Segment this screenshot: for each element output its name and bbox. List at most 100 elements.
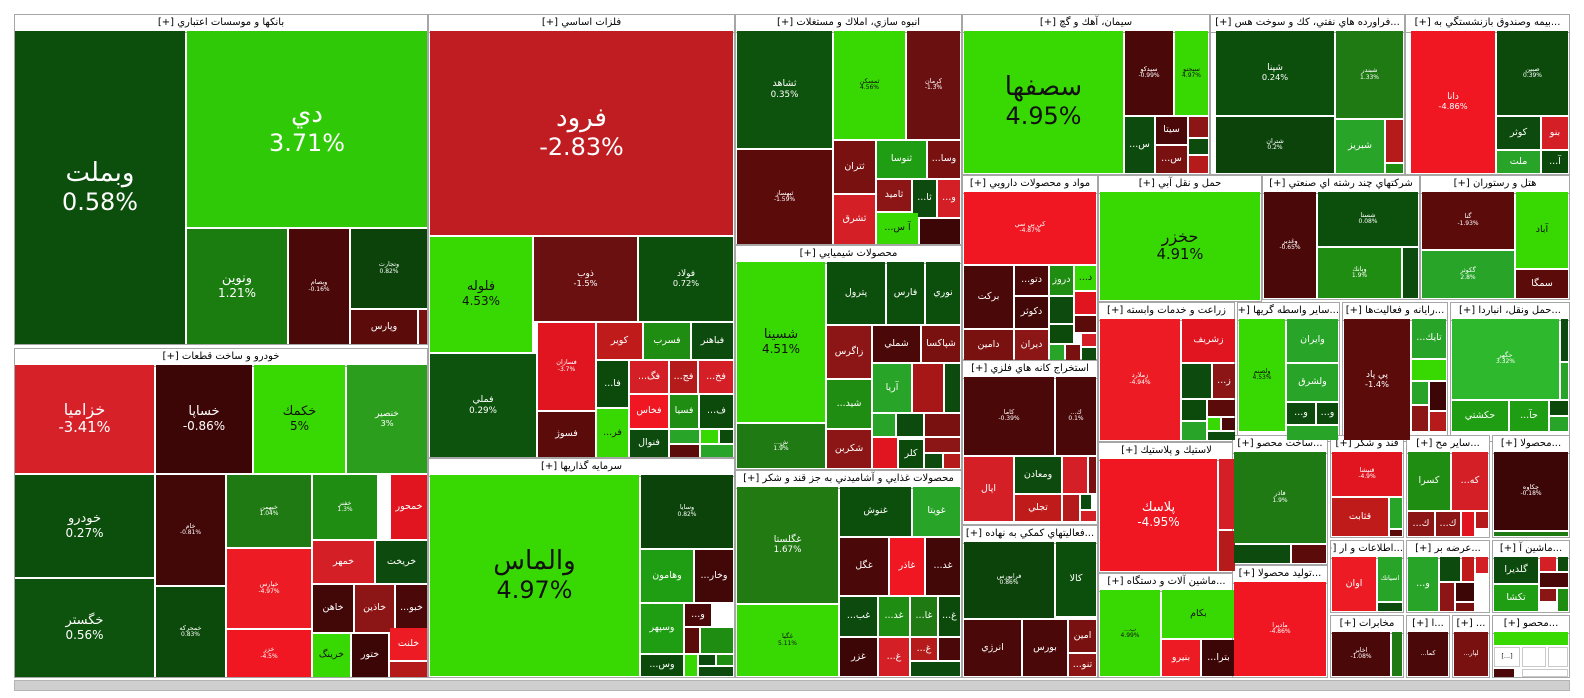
stock-tile[interactable]: [1208, 400, 1235, 416]
stock-tile[interactable]: آباد: [1516, 192, 1568, 268]
stock-tile[interactable]: فاذر 1.9%: [1234, 452, 1326, 543]
stock-tile[interactable]: [1548, 647, 1568, 667]
stock-tile[interactable]: س...: [1125, 117, 1154, 173]
stock-tile[interactable]: انرژي: [964, 620, 1021, 676]
stock-tile[interactable]: [1403, 248, 1418, 298]
stock-tile[interactable]: فخاس: [630, 395, 668, 428]
stock-tile[interactable]: ثبهساز -1.59%: [737, 150, 832, 244]
stock-tile[interactable]: خريخت: [376, 541, 427, 583]
stock-tile[interactable]: ختور: [352, 634, 388, 677]
stock-tile[interactable]: شملي: [873, 326, 920, 362]
stock-tile[interactable]: خكمك 5%: [254, 365, 345, 473]
stock-tile[interactable]: قنيشا -4.9%: [1332, 452, 1402, 496]
stock-tile[interactable]: غ...: [911, 638, 937, 660]
stock-tile[interactable]: فخ...: [699, 361, 733, 393]
stock-tile[interactable]: ب... 4.99%: [1100, 590, 1160, 676]
stock-tile[interactable]: [1440, 583, 1454, 611]
stock-tile[interactable]: و...: [685, 604, 711, 626]
stock-tile[interactable]: گكوثر 2.8%: [1422, 251, 1514, 298]
stock-tile[interactable]: وسايا 0.82%: [641, 475, 733, 548]
stock-tile[interactable]: وسپهر: [641, 604, 683, 653]
stock-tile[interactable]: [1386, 120, 1403, 162]
stock-tile[interactable]: [1208, 418, 1220, 430]
stock-tile[interactable]: حگهر 3.32%: [1452, 319, 1559, 399]
stock-tile[interactable]: كالا: [1056, 542, 1096, 616]
stock-tile[interactable]: [1561, 363, 1568, 399]
stock-tile[interactable]: كه...: [1452, 452, 1488, 510]
stock-tile[interactable]: حخزر 4.91%: [1100, 192, 1260, 300]
stock-tile[interactable]: فر...: [597, 409, 628, 457]
stock-tile[interactable]: ومعادن: [1015, 457, 1061, 493]
stock-tile[interactable]: وهامون: [641, 550, 693, 602]
stock-tile[interactable]: فرابورس 0.86%: [964, 542, 1054, 618]
stock-tile[interactable]: [1082, 348, 1096, 360]
stock-tile[interactable]: [1292, 545, 1326, 563]
stock-tile[interactable]: [945, 364, 960, 412]
stock-tile[interactable]: شكربن: [827, 430, 871, 468]
stock-tile[interactable]: شيد...: [827, 380, 871, 428]
stock-tile[interactable]: [913, 364, 943, 412]
stock-tile[interactable]: خزاميا -3.41%: [15, 365, 154, 473]
stock-tile[interactable]: ثمسكن 4.56%: [834, 31, 905, 139]
stock-tile[interactable]: فلوله 4.53%: [430, 237, 532, 352]
stock-tile[interactable]: غب...: [840, 597, 877, 636]
stock-tile[interactable]: وسا...: [928, 141, 960, 178]
stock-tile[interactable]: [1081, 511, 1096, 521]
stock-tile[interactable]: [1412, 406, 1428, 431]
stock-tile[interactable]: ولصنم 4.53%: [1239, 319, 1285, 431]
stock-tile[interactable]: دي 3.71%: [187, 31, 427, 227]
stock-tile[interactable]: [1390, 498, 1402, 528]
stock-tile[interactable]: اسياتك: [1378, 557, 1402, 601]
stock-tile[interactable]: [1494, 669, 1514, 677]
stock-tile[interactable]: ثشرق: [834, 195, 875, 244]
stock-tile[interactable]: و...: [938, 180, 960, 217]
stock-tile[interactable]: [1430, 412, 1446, 431]
stock-tile[interactable]: [1522, 669, 1568, 677]
stock-tile[interactable]: [873, 414, 895, 436]
stock-tile[interactable]: فسازان -3.7%: [538, 323, 595, 410]
stock-tile[interactable]: [925, 438, 960, 452]
stock-tile[interactable]: [925, 414, 960, 436]
stock-tile[interactable]: [1219, 459, 1235, 529]
stock-tile[interactable]: [1050, 325, 1073, 343]
stock-tile[interactable]: غ...: [939, 597, 960, 636]
stock-tile[interactable]: [1540, 557, 1556, 571]
stock-tile[interactable]: [720, 430, 733, 443]
stock-tile[interactable]: كما...: [1408, 632, 1448, 676]
stock-tile[interactable]: و...: [1287, 403, 1315, 424]
stock-tile[interactable]: حكشتي: [1452, 401, 1508, 431]
stock-tile[interactable]: ك... 0.1%: [1056, 377, 1096, 455]
stock-tile[interactable]: بورس: [1023, 620, 1067, 676]
stock-tile[interactable]: تايك...: [1412, 319, 1446, 358]
stock-tile[interactable]: [1540, 589, 1556, 601]
stock-tile[interactable]: خساپا -0.86%: [156, 365, 252, 473]
stock-tile[interactable]: ز...: [1213, 364, 1235, 398]
stock-tile[interactable]: ك...: [1436, 512, 1460, 536]
stock-tile[interactable]: و...: [1317, 403, 1338, 424]
stock-tile[interactable]: حآ...: [1510, 401, 1548, 431]
stock-tile[interactable]: [1390, 530, 1402, 536]
stock-tile[interactable]: وتجارت 0.82%: [351, 229, 427, 308]
stock-tile[interactable]: خمحركه 0.83%: [156, 587, 225, 677]
stock-tile[interactable]: [1189, 139, 1208, 154]
stock-tile[interactable]: [1089, 457, 1096, 493]
stock-tile[interactable]: [1476, 557, 1488, 573]
stock-tile[interactable]: خلنت: [390, 628, 427, 660]
stock-tile[interactable]: دتو...: [1015, 266, 1048, 295]
stock-tile[interactable]: بركت: [964, 266, 1013, 328]
stock-tile[interactable]: شتران 0.2%: [1216, 117, 1334, 173]
stock-tile[interactable]: [1456, 583, 1474, 601]
stock-tile[interactable]: فج...: [670, 361, 697, 393]
stock-tile[interactable]: فگ...: [630, 361, 668, 393]
stock-tile[interactable]: [1075, 292, 1096, 314]
stock-tile[interactable]: خنصير 3%: [347, 365, 427, 473]
stock-tile[interactable]: خرينگ: [313, 634, 350, 677]
stock-tile[interactable]: [1494, 532, 1568, 536]
stock-tile[interactable]: آ س...: [877, 213, 918, 244]
stock-tile[interactable]: كسرا: [1408, 452, 1450, 510]
stock-tile[interactable]: [1182, 422, 1206, 440]
stock-tile[interactable]: [699, 655, 715, 665]
stock-tile[interactable]: [717, 655, 733, 665]
stock-tile[interactable]: [1462, 557, 1474, 581]
stock-tile[interactable]: وبانك 1.9%: [1318, 248, 1401, 298]
